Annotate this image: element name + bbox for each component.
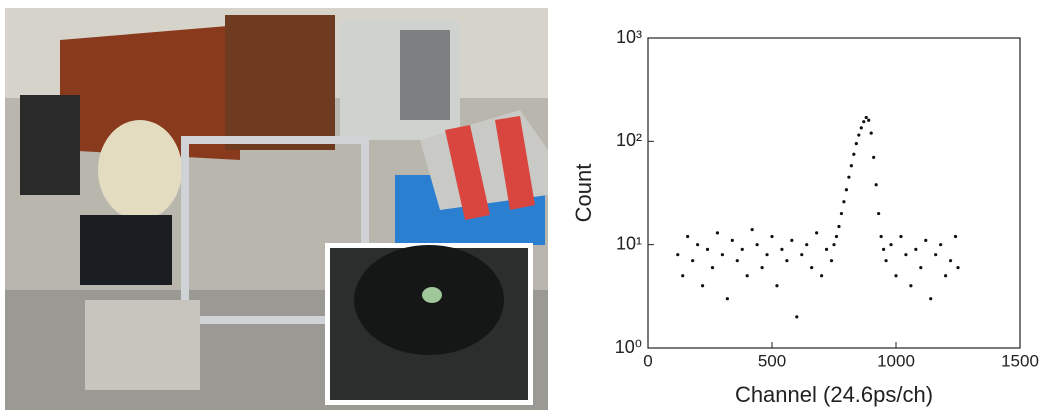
point: [810, 266, 813, 269]
point: [899, 235, 902, 238]
figure: Count Channel (24.6ps/ch) 0 500 1000 1500 10…: [0, 0, 1061, 412]
x-axis-label: Channel (24.6ps/ch): [735, 382, 933, 407]
x-tick-label: 1500: [1001, 351, 1039, 370]
point: [847, 176, 850, 179]
point: [775, 284, 778, 287]
point: [686, 235, 689, 238]
point: [852, 153, 855, 156]
point: [790, 239, 793, 242]
point: [805, 243, 808, 246]
point: [909, 284, 912, 287]
point: [696, 243, 699, 246]
point: [731, 239, 734, 242]
point: [867, 119, 870, 122]
point: [870, 132, 873, 135]
point: [736, 259, 739, 262]
point: [825, 248, 828, 251]
point: [855, 142, 858, 145]
point: [770, 235, 773, 238]
x-tick-label: 500: [758, 351, 786, 370]
x-tick-label: 0: [643, 351, 652, 370]
point: [845, 188, 848, 191]
point: [880, 235, 883, 238]
point: [765, 253, 768, 256]
point: [830, 259, 833, 262]
point: [924, 239, 927, 242]
y-tick-label: 10³: [616, 27, 642, 47]
y-axis-label: Count: [571, 164, 596, 223]
point: [884, 259, 887, 262]
point: [872, 156, 875, 159]
point: [914, 248, 917, 251]
point: [716, 231, 719, 234]
point: [701, 284, 704, 287]
point: [842, 200, 845, 203]
point: [691, 259, 694, 262]
point: [751, 228, 754, 231]
y-tick-label: 10²: [616, 130, 642, 150]
point: [780, 248, 783, 251]
plot-frame: [648, 38, 1020, 348]
point: [681, 274, 684, 277]
point: [820, 274, 823, 277]
point: [800, 253, 803, 256]
point: [785, 259, 788, 262]
point: [857, 133, 860, 136]
point: [741, 248, 744, 251]
point: [934, 253, 937, 256]
point: [875, 183, 878, 186]
point: [756, 243, 759, 246]
y-tick-label: 10⁰: [615, 337, 642, 357]
point: [949, 259, 952, 262]
point: [882, 248, 885, 251]
point: [862, 120, 865, 123]
point: [889, 243, 892, 246]
point: [795, 315, 798, 318]
x-tick-label: 1000: [877, 351, 915, 370]
point: [877, 212, 880, 215]
point: [832, 243, 835, 246]
point: [860, 126, 863, 129]
point: [850, 164, 853, 167]
point: [721, 253, 724, 256]
point: [815, 231, 818, 234]
point: [706, 248, 709, 251]
point: [904, 253, 907, 256]
point: [711, 266, 714, 269]
point: [954, 235, 957, 238]
point: [865, 116, 868, 119]
point: [894, 274, 897, 277]
point: [760, 266, 763, 269]
point: [939, 243, 942, 246]
photo: [5, 8, 548, 410]
point: [676, 253, 679, 256]
point: [919, 266, 922, 269]
point: [956, 266, 959, 269]
page: Count Channel (24.6ps/ch) 0 500 1000 1500 10…: [0, 0, 1061, 412]
point: [837, 225, 840, 228]
y-tick-label: 10¹: [616, 233, 642, 253]
point: [726, 297, 729, 300]
point: [929, 297, 932, 300]
point: [746, 274, 749, 277]
point: [944, 274, 947, 277]
point: [840, 212, 843, 215]
point: [835, 235, 838, 238]
